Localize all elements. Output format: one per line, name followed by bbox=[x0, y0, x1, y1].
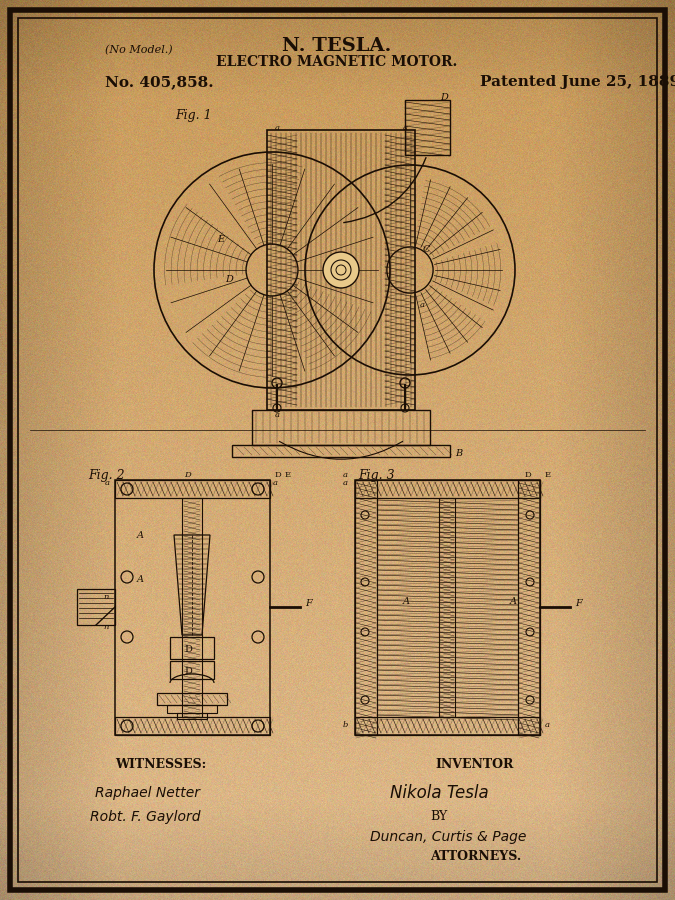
Text: A: A bbox=[137, 575, 144, 584]
Text: D: D bbox=[225, 275, 233, 284]
Text: E: E bbox=[217, 236, 224, 245]
Bar bbox=[115, 480, 270, 498]
Text: D: D bbox=[184, 644, 192, 653]
Text: C: C bbox=[423, 246, 431, 255]
Text: a: a bbox=[343, 471, 348, 479]
Text: Fig. 2: Fig. 2 bbox=[88, 469, 125, 482]
Text: a: a bbox=[545, 721, 550, 729]
Text: Patented June 25, 1889.: Patented June 25, 1889. bbox=[480, 75, 675, 89]
Text: BY: BY bbox=[430, 811, 448, 824]
Text: ATTORNEYS.: ATTORNEYS. bbox=[430, 850, 521, 863]
Bar bbox=[355, 480, 540, 735]
Text: INVENTOR: INVENTOR bbox=[435, 759, 514, 771]
Text: N. TESLA.: N. TESLA. bbox=[282, 37, 391, 55]
Text: No. 405,858.: No. 405,858. bbox=[105, 75, 213, 89]
Bar bbox=[170, 661, 214, 679]
Text: Fig. 1: Fig. 1 bbox=[175, 109, 212, 122]
Text: a: a bbox=[273, 479, 278, 487]
Text: D: D bbox=[440, 94, 448, 103]
Bar bbox=[115, 717, 270, 735]
Text: E: E bbox=[285, 471, 291, 479]
Text: F: F bbox=[575, 599, 582, 608]
Text: Nikola Tesla: Nikola Tesla bbox=[390, 784, 489, 802]
Bar bbox=[355, 480, 540, 498]
Bar bbox=[405, 100, 450, 155]
Text: a: a bbox=[105, 479, 110, 487]
Text: a: a bbox=[343, 479, 348, 487]
Bar bbox=[355, 480, 377, 735]
Bar bbox=[177, 713, 207, 719]
Text: ELECTRO MAGNETIC MOTOR.: ELECTRO MAGNETIC MOTOR. bbox=[216, 55, 458, 69]
Bar bbox=[252, 410, 430, 445]
Text: Fig. 3: Fig. 3 bbox=[358, 469, 395, 482]
Bar bbox=[77, 589, 115, 625]
Text: n: n bbox=[103, 593, 109, 601]
Bar bbox=[267, 130, 415, 410]
Text: A: A bbox=[403, 598, 410, 607]
Bar bbox=[232, 445, 450, 457]
Bar bbox=[182, 498, 202, 717]
Text: Duncan, Curtis & Page: Duncan, Curtis & Page bbox=[370, 830, 526, 844]
Text: D: D bbox=[184, 667, 192, 676]
Bar bbox=[157, 693, 227, 705]
Text: A: A bbox=[510, 598, 517, 607]
Bar bbox=[355, 717, 540, 735]
Text: B: B bbox=[455, 448, 462, 457]
Text: n: n bbox=[103, 623, 109, 631]
Text: D: D bbox=[275, 471, 281, 479]
Circle shape bbox=[323, 252, 359, 288]
Bar bbox=[167, 705, 217, 713]
Text: F: F bbox=[305, 599, 312, 608]
Text: D: D bbox=[525, 471, 532, 479]
Text: a: a bbox=[275, 411, 280, 419]
Text: a: a bbox=[403, 124, 408, 132]
Text: D: D bbox=[184, 471, 191, 479]
Bar bbox=[439, 498, 455, 717]
Bar bbox=[170, 637, 214, 659]
Text: (No Model.): (No Model.) bbox=[105, 45, 173, 55]
Bar bbox=[115, 480, 270, 735]
Bar bbox=[518, 480, 540, 735]
Text: b: b bbox=[343, 721, 348, 729]
Text: A: A bbox=[137, 530, 144, 539]
Text: E: E bbox=[545, 471, 551, 479]
Text: Raphael Netter: Raphael Netter bbox=[95, 786, 200, 800]
Text: Robt. F. Gaylord: Robt. F. Gaylord bbox=[90, 810, 200, 824]
Text: a: a bbox=[275, 124, 280, 132]
Text: WITNESSES:: WITNESSES: bbox=[115, 759, 207, 771]
Text: a: a bbox=[420, 301, 425, 309]
